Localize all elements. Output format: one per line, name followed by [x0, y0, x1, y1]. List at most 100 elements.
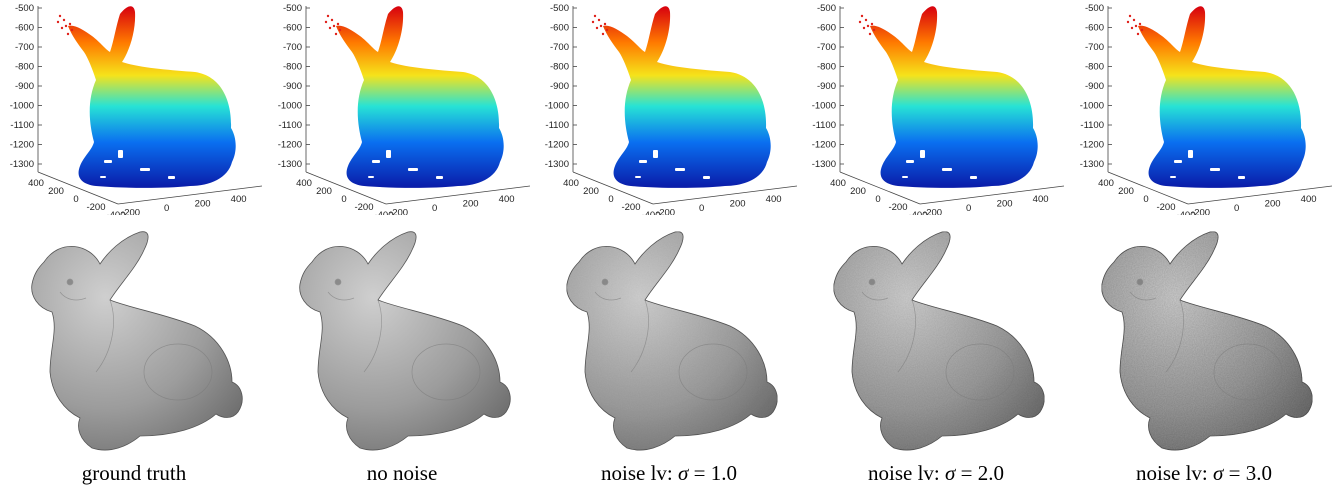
z-tick-label: -600: [15, 23, 34, 34]
z-tick-label: -500: [817, 3, 836, 14]
point-cloud: [68, 6, 236, 188]
point-speckles: [56, 14, 74, 36]
point-gaps: [902, 150, 977, 179]
caption-prefix: noise lv:: [868, 461, 946, 485]
x-tick-label: 200: [583, 186, 599, 197]
z-tick-label: -1300: [545, 159, 569, 170]
z-tick-label: -800: [283, 62, 302, 73]
y-tick-label: 400: [1033, 194, 1049, 205]
caption-symbol: σ: [678, 461, 689, 485]
z-tick-label: -800: [550, 62, 569, 73]
z-tick-label: -700: [550, 42, 569, 53]
point-gaps: [368, 150, 443, 179]
x-tick-label: 0: [875, 194, 880, 205]
panel-caption: noise lv: σ = 3.0: [1070, 459, 1338, 487]
y-tick-label: 200: [730, 198, 746, 209]
z-tick-label: -700: [15, 42, 34, 53]
y-axis: [385, 185, 531, 205]
z-tick-label: -500: [283, 3, 302, 14]
x-axis: [572, 171, 654, 205]
z-tick-label: -1200: [812, 140, 836, 151]
point-speckles: [858, 14, 876, 36]
x-axis: [839, 171, 921, 205]
x-tick-label: -200: [1156, 202, 1175, 213]
point-speckles: [1126, 14, 1144, 36]
mesh-render-2: [299, 231, 511, 451]
x-axis: [305, 171, 387, 205]
scatter-plot-2: -500 -600 -700 -800 -900 -1000 -1100 -1200 -1300…: [278, 3, 531, 215]
x-tick-label: 0: [1143, 194, 1148, 205]
x-tick-label: -200: [354, 202, 373, 213]
x-tick-label: 400: [563, 178, 579, 189]
bunny-mesh: [31, 231, 243, 451]
z-tick-label: -1200: [278, 140, 302, 151]
x-tick-label: 400: [28, 178, 44, 189]
x-tick-label: -200: [621, 202, 640, 213]
point-speckles: [591, 14, 609, 36]
x-tick-label: 200: [850, 186, 866, 197]
mesh-render-4: [833, 231, 1045, 451]
z-tick-label: -900: [817, 81, 836, 92]
z-tick-label: -800: [15, 62, 34, 73]
caption-symbol: σ: [945, 461, 956, 485]
y-tick-label: 400: [1301, 194, 1317, 205]
z-tick-label: -900: [283, 81, 302, 92]
x-tick-label: -400: [641, 210, 660, 215]
y-tick-label: 400: [766, 194, 782, 205]
y-axis: [1187, 185, 1333, 205]
y-tick-label: 400: [499, 194, 515, 205]
caption-symbol: σ: [1213, 461, 1224, 485]
x-tick-label: -200: [888, 202, 907, 213]
point-cloud: [1138, 6, 1306, 188]
scatter-plot-4: -500 -600 -700 -800 -900 -1000 -1100 -1200 -1300…: [812, 3, 1065, 215]
y-tick-label: 0: [1234, 203, 1239, 214]
point-gaps: [100, 150, 175, 179]
point-cloud: [603, 6, 771, 188]
mesh-render-5: [1101, 231, 1313, 451]
z-tick-label: -1000: [812, 101, 836, 112]
mesh-render-1: [31, 231, 243, 451]
caption-prefix: noise lv:: [1136, 461, 1214, 485]
y-axis: [117, 185, 263, 205]
z-tick-label: -700: [817, 42, 836, 53]
caption-text: no noise: [366, 461, 438, 485]
x-tick-label: 400: [296, 178, 312, 189]
y-tick-label: -200: [1191, 207, 1210, 215]
bunny-mesh: [566, 231, 778, 451]
y-axis: [919, 185, 1065, 205]
x-tick-label: 0: [341, 194, 346, 205]
panel-4: -500 -600 -700 -800 -900 -1000 -1100 -1200 -1300…: [802, 0, 1070, 488]
scatter-plot-5: -500 -600 -700 -800 -900 -1000 -1100 -1200 -1300…: [1080, 3, 1333, 215]
y-tick-label: -200: [656, 207, 675, 215]
x-tick-label: 0: [608, 194, 613, 205]
x-tick-label: -400: [106, 210, 125, 215]
z-tick-label: -600: [1085, 23, 1104, 34]
z-tick-label: -1200: [1080, 140, 1104, 151]
point-gaps: [635, 150, 710, 179]
x-tick-label: -400: [908, 210, 927, 215]
z-tick-label: -1200: [545, 140, 569, 151]
z-tick-label: -600: [283, 23, 302, 34]
scatter-plot-3: -500 -600 -700 -800 -900 -1000 -1100 -1200 -1300…: [545, 3, 798, 215]
z-tick-label: -800: [817, 62, 836, 73]
x-tick-label: 200: [316, 186, 332, 197]
z-tick-label: -900: [1085, 81, 1104, 92]
x-tick-label: 0: [73, 194, 78, 205]
y-tick-label: 0: [699, 203, 704, 214]
z-tick-label: -600: [817, 23, 836, 34]
point-cloud: [870, 6, 1038, 188]
x-tick-label: 200: [1118, 186, 1134, 197]
z-tick-label: -900: [15, 81, 34, 92]
y-tick-label: -200: [121, 207, 140, 215]
x-axis: [1107, 171, 1189, 205]
caption-text: ground truth: [81, 461, 187, 485]
x-axis: [37, 171, 119, 205]
point-cloud: [336, 6, 504, 188]
caption-value: = 2.0: [955, 461, 1004, 485]
z-tick-label: -500: [550, 3, 569, 14]
x-tick-label: -200: [86, 202, 105, 213]
z-tick-label: -1300: [812, 159, 836, 170]
caption-value: = 3.0: [1223, 461, 1272, 485]
y-tick-label: 0: [966, 203, 971, 214]
y-tick-label: 200: [195, 198, 211, 209]
